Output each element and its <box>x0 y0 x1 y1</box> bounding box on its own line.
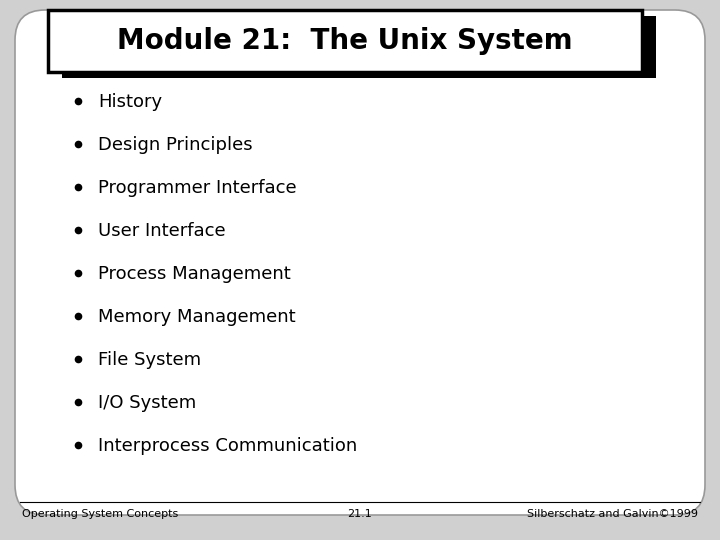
Text: History: History <box>98 93 162 111</box>
Text: Design Principles: Design Principles <box>98 136 253 154</box>
Text: I/O System: I/O System <box>98 394 197 412</box>
FancyBboxPatch shape <box>15 10 705 515</box>
FancyBboxPatch shape <box>62 16 656 78</box>
Text: 21.1: 21.1 <box>348 509 372 519</box>
Text: Silberschatz and Galvin©1999: Silberschatz and Galvin©1999 <box>527 509 698 519</box>
Text: Module 21:  The Unix System: Module 21: The Unix System <box>117 27 573 55</box>
Text: Process Management: Process Management <box>98 265 291 283</box>
Text: Operating System Concepts: Operating System Concepts <box>22 509 179 519</box>
FancyBboxPatch shape <box>48 10 642 72</box>
Text: File System: File System <box>98 351 201 369</box>
Text: Programmer Interface: Programmer Interface <box>98 179 297 197</box>
Text: User Interface: User Interface <box>98 222 225 240</box>
Text: Memory Management: Memory Management <box>98 308 296 326</box>
Text: Interprocess Communication: Interprocess Communication <box>98 437 357 455</box>
